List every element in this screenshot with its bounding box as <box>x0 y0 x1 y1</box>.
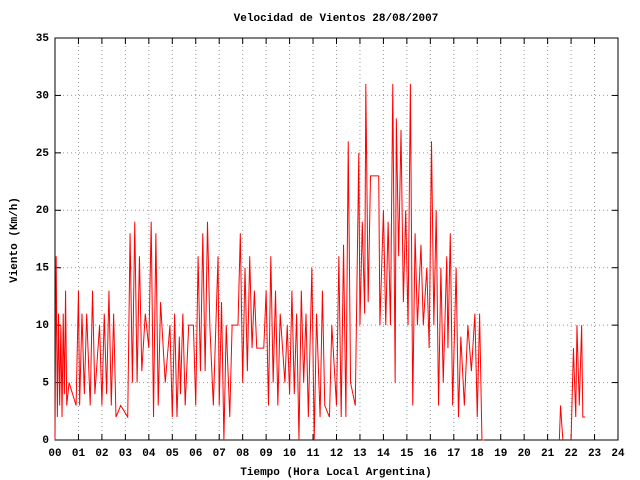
x-tick-label: 16 <box>424 448 437 460</box>
x-tick-label: 18 <box>471 448 485 460</box>
wind-line <box>54 83 485 441</box>
y-tick-label: 20 <box>36 205 49 217</box>
x-tick-label: 15 <box>400 448 414 460</box>
x-tick-label: 04 <box>142 448 156 460</box>
x-tick-label: 10 <box>283 448 296 460</box>
x-tick-label: 12 <box>330 448 343 460</box>
x-tick-label: 17 <box>447 448 460 460</box>
x-tick-label: 22 <box>564 448 577 460</box>
x-tick-label: 08 <box>236 448 250 460</box>
x-tick-label: 09 <box>260 448 273 460</box>
y-tick-label: 25 <box>36 148 50 160</box>
y-tick-label: 35 <box>36 33 50 45</box>
x-tick-label: 07 <box>213 448 226 460</box>
x-tick-label: 03 <box>119 448 133 460</box>
y-tick-label: 5 <box>42 377 49 389</box>
x-tick-label: 20 <box>518 448 531 460</box>
x-tick-label: 02 <box>95 448 108 460</box>
plot-frame <box>54 37 619 441</box>
y-tick-label: 15 <box>36 263 50 275</box>
x-tick-label: 11 <box>306 448 320 460</box>
x-axis-label: Tiempo (Hora Local Argentina) <box>240 467 431 479</box>
chart-title: Velocidad de Vientos 28/08/2007 <box>234 13 439 25</box>
wind-line <box>570 325 586 441</box>
y-tick-label: 0 <box>42 435 49 447</box>
x-tick-label: 05 <box>166 448 180 460</box>
x-tick-label: 06 <box>189 448 202 460</box>
x-tick-label: 14 <box>377 448 391 460</box>
x-tick-label: 19 <box>494 448 507 460</box>
y-axis-label: Viento (Km/h) <box>9 197 21 283</box>
y-tick-label: 30 <box>36 90 49 102</box>
x-tick-label: 23 <box>588 448 602 460</box>
wind-line <box>558 405 564 441</box>
x-tick-label: 24 <box>611 448 625 460</box>
x-tick-label: 13 <box>353 448 367 460</box>
x-tick-label: 01 <box>72 448 86 460</box>
x-tick-label: 00 <box>48 448 61 460</box>
y-tick-label: 10 <box>36 320 49 332</box>
x-tick-label: 21 <box>541 448 555 460</box>
